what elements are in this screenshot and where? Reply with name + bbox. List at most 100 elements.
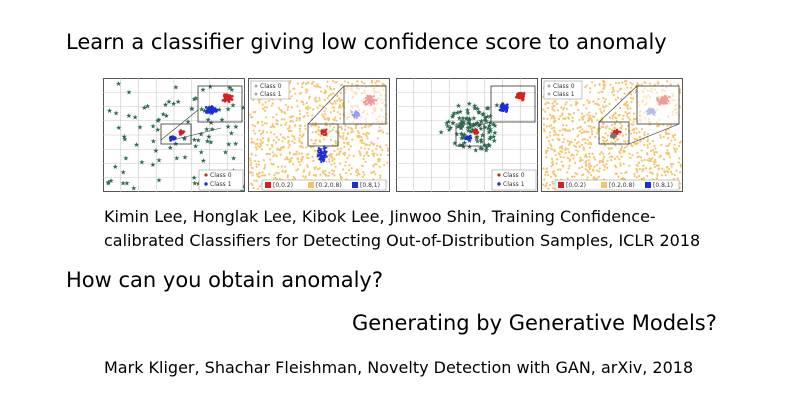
svg-text:★: ★ <box>225 123 231 131</box>
svg-text:★: ★ <box>191 136 197 144</box>
svg-text:★: ★ <box>126 112 132 120</box>
svg-text:★: ★ <box>232 140 238 148</box>
class-1-cluster <box>168 105 219 142</box>
svg-text:★: ★ <box>467 121 473 129</box>
svg-text:★: ★ <box>479 132 485 140</box>
svg-text:★: ★ <box>464 115 470 123</box>
svg-text:★: ★ <box>198 131 204 139</box>
svg-text:★: ★ <box>461 118 467 126</box>
svg-text:★: ★ <box>474 137 480 145</box>
question-heading: How can you obtain anomaly? <box>66 268 384 292</box>
svg-text:★: ★ <box>206 133 212 141</box>
svg-text:★: ★ <box>466 115 472 123</box>
svg-text:★: ★ <box>470 122 476 130</box>
svg-text:★: ★ <box>131 185 137 192</box>
svg-text:★: ★ <box>492 122 498 130</box>
svg-text:★: ★ <box>126 88 132 96</box>
svg-text:★: ★ <box>155 126 161 134</box>
svg-text:★: ★ <box>445 118 451 126</box>
legend-class-1: Class 1 <box>210 181 232 188</box>
svg-text:★: ★ <box>454 109 460 117</box>
class-0-cluster <box>472 91 526 135</box>
class-0-cluster <box>178 93 234 136</box>
svg-text:★: ★ <box>189 105 195 113</box>
svg-text:★: ★ <box>471 121 477 129</box>
svg-text:★: ★ <box>144 103 150 111</box>
svg-text:★: ★ <box>455 102 461 110</box>
svg-text:★: ★ <box>226 140 232 148</box>
svg-text:★: ★ <box>474 119 480 127</box>
svg-text:★: ★ <box>167 144 173 152</box>
svg-text:★: ★ <box>464 107 470 115</box>
svg-text:★: ★ <box>474 105 480 113</box>
svg-text:★: ★ <box>484 105 490 113</box>
svg-text:★: ★ <box>468 128 474 136</box>
svg-text:★: ★ <box>201 107 207 115</box>
svg-text:★: ★ <box>465 124 471 132</box>
svg-text:★: ★ <box>204 126 210 134</box>
svg-text:★: ★ <box>460 122 466 130</box>
svg-text:★: ★ <box>240 104 245 112</box>
svg-text:★: ★ <box>204 138 210 146</box>
svg-text:★: ★ <box>451 109 457 117</box>
svg-text:★: ★ <box>483 117 489 125</box>
svg-text:★: ★ <box>233 123 239 131</box>
svg-text:★: ★ <box>487 128 493 136</box>
slide-title: Learn a classifier giving low confidence… <box>66 30 667 54</box>
svg-text:★: ★ <box>456 115 462 123</box>
svg-text:★: ★ <box>445 122 451 130</box>
svg-text:★: ★ <box>490 133 496 141</box>
svg-text:★: ★ <box>477 144 483 152</box>
svg-text:★: ★ <box>160 111 166 119</box>
svg-text:★: ★ <box>478 117 484 125</box>
svg-text:★: ★ <box>225 105 231 113</box>
answer-heading: Generating by Generative Models? <box>352 311 717 335</box>
svg-text:★: ★ <box>482 141 488 149</box>
svg-text:★: ★ <box>199 106 205 114</box>
svg-text:★: ★ <box>460 141 466 149</box>
svg-text:[0.2,0.8): [0.2,0.8) <box>609 182 635 189</box>
svg-text:★: ★ <box>132 114 138 122</box>
svg-text:★: ★ <box>228 129 234 137</box>
svg-text:★: ★ <box>163 112 169 120</box>
svg-text:★: ★ <box>465 127 471 135</box>
svg-text:★: ★ <box>231 154 237 162</box>
svg-text:★: ★ <box>485 104 491 112</box>
svg-text:★: ★ <box>191 96 197 104</box>
svg-text:★: ★ <box>205 116 211 124</box>
svg-text:★: ★ <box>482 117 488 125</box>
svg-text:★: ★ <box>156 156 162 164</box>
svg-text:★: ★ <box>465 110 471 118</box>
svg-text:★: ★ <box>444 119 450 127</box>
svg-text:★: ★ <box>459 118 465 126</box>
svg-text:★: ★ <box>150 122 156 130</box>
svg-text:★: ★ <box>189 105 195 113</box>
svg-text:★: ★ <box>482 124 488 132</box>
svg-text:★: ★ <box>181 135 187 143</box>
svg-text:★: ★ <box>175 98 181 106</box>
svg-text:★: ★ <box>488 133 494 141</box>
svg-text:★: ★ <box>473 146 479 154</box>
svg-text:★: ★ <box>122 135 128 143</box>
svg-text:★: ★ <box>208 119 214 127</box>
svg-text:★: ★ <box>219 116 225 124</box>
svg-text:★: ★ <box>193 142 199 150</box>
svg-text:★: ★ <box>478 138 484 146</box>
svg-text:★: ★ <box>458 123 464 131</box>
svg-text:★: ★ <box>447 124 453 132</box>
svg-text:★: ★ <box>226 84 232 92</box>
svg-text:★: ★ <box>457 108 463 116</box>
svg-text:Class 1: Class 1 <box>260 91 282 98</box>
svg-text:★: ★ <box>195 136 201 144</box>
svg-text:★: ★ <box>112 163 118 171</box>
svg-text:★: ★ <box>156 177 162 185</box>
svg-text:★: ★ <box>474 133 480 141</box>
svg-text:★: ★ <box>446 126 452 134</box>
svg-text:★: ★ <box>466 100 472 108</box>
svg-text:★: ★ <box>116 124 122 132</box>
svg-text:★: ★ <box>490 121 496 129</box>
svg-text:★: ★ <box>460 143 466 151</box>
svg-text:★: ★ <box>137 124 143 132</box>
svg-text:★: ★ <box>479 145 485 153</box>
svg-text:★: ★ <box>171 100 177 108</box>
